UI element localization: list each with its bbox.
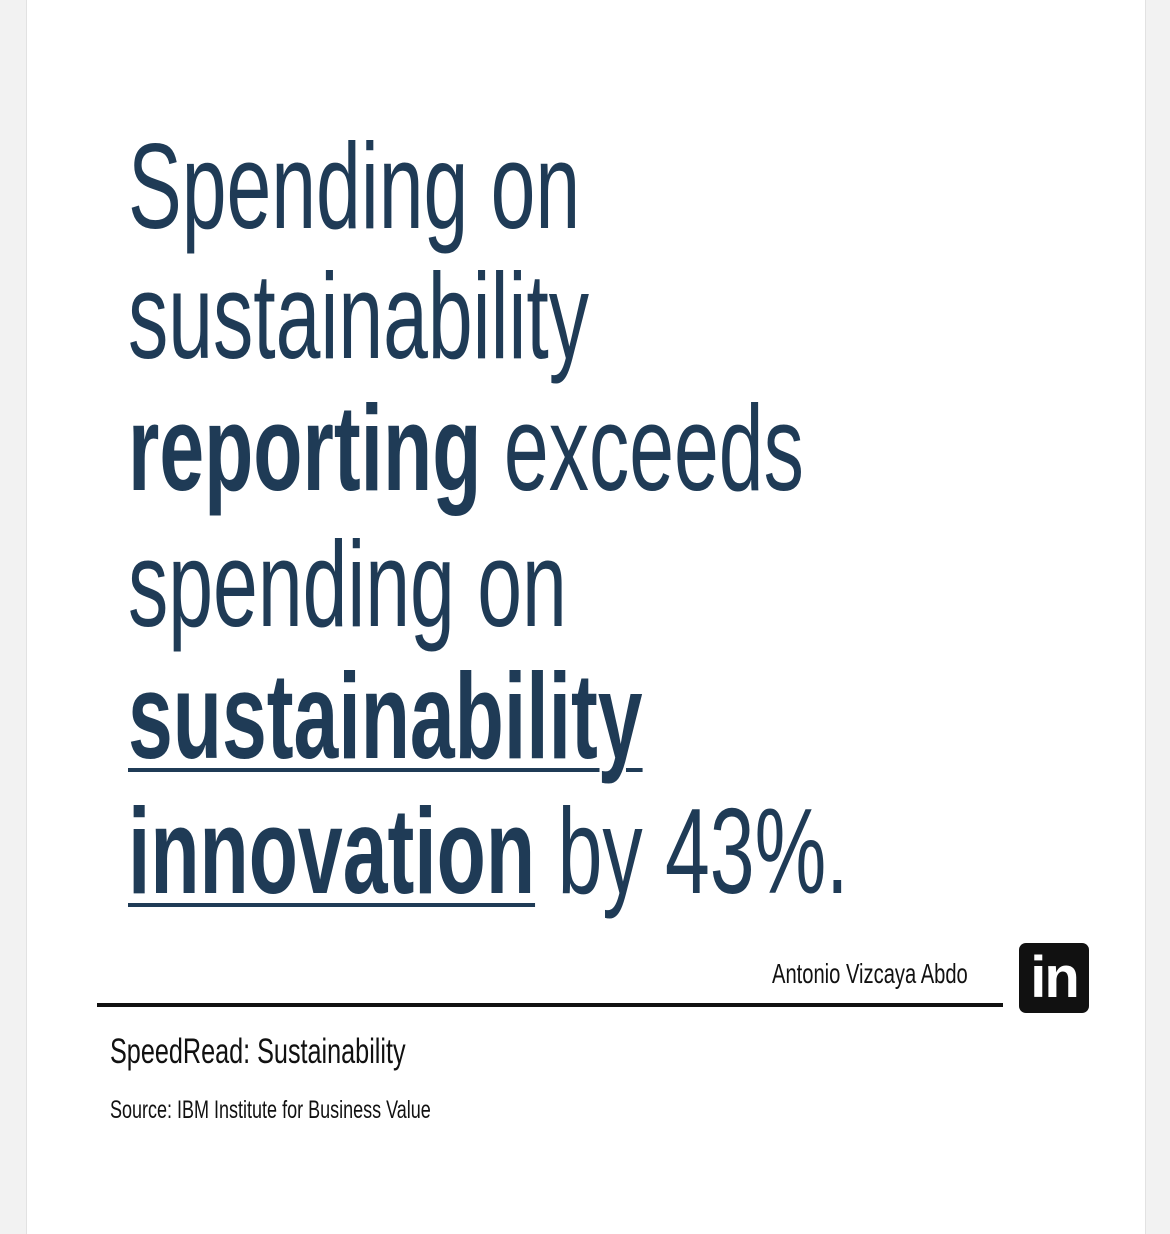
- author: Antonio Vizcaya Abdo: [772, 958, 968, 989]
- footer-title: SpeedRead: Sustainability: [110, 1032, 406, 1071]
- headline-line: innovation by 43%.: [128, 790, 849, 912]
- headline-segment: spending on: [128, 516, 567, 652]
- source: Source: IBM Institute for Business Value: [110, 1096, 431, 1124]
- linkedin-logo: in: [1019, 943, 1089, 1013]
- card: [26, 0, 1146, 1234]
- headline-segment: sustainability: [128, 648, 643, 784]
- headline-line: Spending on: [128, 125, 580, 247]
- headline-line: sustainability: [128, 255, 589, 377]
- divider: [97, 1003, 1003, 1007]
- headline-segment: innovation: [128, 783, 536, 919]
- headline-line: reporting exceeds: [128, 387, 804, 509]
- headline-segment: by 43%.: [557, 783, 849, 919]
- headline-line: spending on: [128, 523, 567, 645]
- headline-segment: exceeds: [503, 380, 804, 516]
- headline-line: sustainability: [128, 655, 643, 777]
- headline-segment: reporting: [128, 380, 482, 516]
- headline-segment: sustainability: [128, 248, 589, 384]
- headline-segment: Spending on: [128, 118, 581, 254]
